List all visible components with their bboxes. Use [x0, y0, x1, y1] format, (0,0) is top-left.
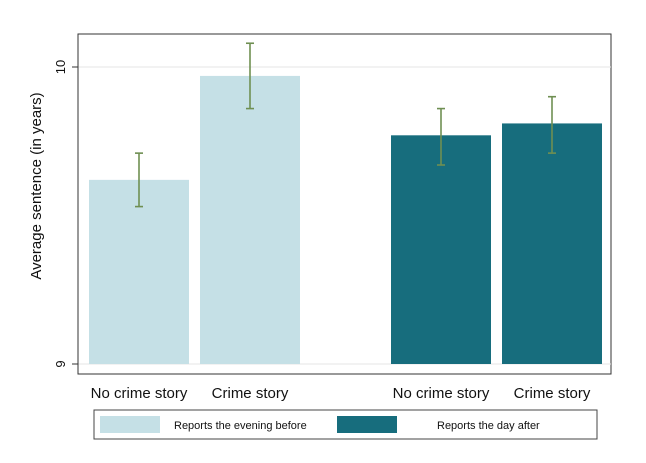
y-axis-title: Average sentence (in years) — [28, 92, 45, 279]
y-tick-label-0: 9 — [53, 360, 68, 367]
bar-3 — [502, 123, 602, 365]
legend-swatch-day-after — [337, 416, 397, 433]
x-label-0: No crime story — [91, 385, 188, 402]
bars — [89, 75, 602, 365]
legend-label-evening-before: Reports the evening before — [174, 420, 307, 432]
legend: Reports the evening before Reports the d… — [93, 409, 598, 440]
x-label-1: Crime story — [212, 385, 289, 402]
legend-label-day-after: Reports the day after — [437, 420, 540, 432]
legend-swatch-evening-before — [100, 416, 160, 433]
x-axis-labels: No crime story Crime story No crime story C… — [91, 385, 591, 402]
x-label-2: No crime story — [393, 385, 490, 402]
bar-0 — [89, 179, 189, 364]
bar-1 — [200, 75, 300, 364]
x-label-3: Crime story — [514, 385, 591, 402]
y-tick-label-1: 10 — [53, 60, 68, 74]
bar-2 — [391, 135, 491, 364]
error-bars — [135, 42, 556, 208]
y-axis: 9 10 — [53, 34, 79, 374]
